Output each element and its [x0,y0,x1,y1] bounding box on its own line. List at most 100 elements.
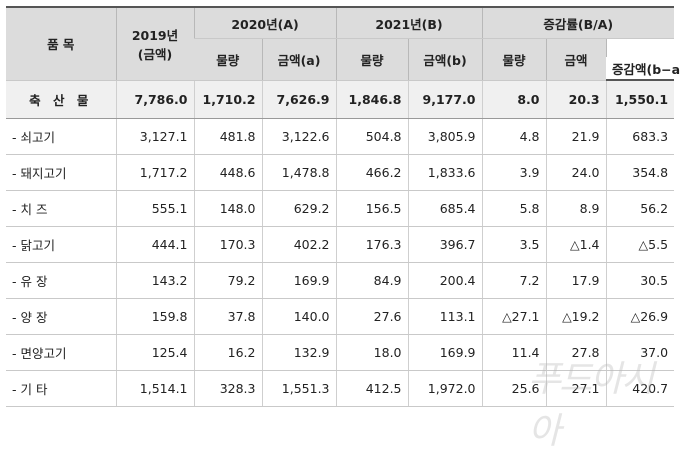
cell-rate-amt: 27.1 [545,370,607,407]
cell-2021-amt: 200.4 [407,262,483,299]
cell-rate-amt: 24.0 [545,154,607,191]
table-row: - 돼지고기 1,717.2 448.6 1,478.8 466.2 1,833… [6,154,675,191]
table-row: - 양 장 159.8 37.8 140.0 27.6 113.1 △27.1 … [6,298,675,335]
cell-rate-qty: 11.4 [481,334,547,371]
cell-rate-qty: 4.8 [481,118,547,155]
header-diff-spacer [605,38,675,57]
cell-rate-qty: △27.1 [481,298,547,335]
header-2021-qty: 물량 [335,38,409,81]
cell-2021-amt: 1,972.0 [407,370,483,407]
cell-2019: 1,514.1 [115,370,194,407]
table-row-total: 축 산 물 7,786.0 1,710.2 7,626.9 1,846.8 9,… [6,80,675,119]
cell-2019: 7,786.0 [115,80,194,119]
row-name: - 치 즈 [6,190,116,227]
table-row: - 닭고기 444.1 170.3 402.2 176.3 396.7 3.5 … [6,226,675,263]
cell-rate-amt: 27.8 [545,334,607,371]
header-2020-qty: 물량 [194,38,262,81]
cell-rate-qty: 3.5 [481,226,547,263]
cell-rate-qty: 7.2 [481,262,547,299]
cell-diff: △26.9 [605,298,675,335]
cell-2020-amt: 3,122.6 [261,118,337,155]
header-rate: 증감률(B/A) [481,6,675,39]
cell-2020-qty: 148.0 [193,190,262,227]
cell-2019: 444.1 [115,226,194,263]
cell-diff: 30.5 [605,262,675,299]
cell-2021-qty: 27.6 [335,298,409,335]
row-name: - 쇠고기 [6,118,116,155]
header-item: 품 목 [6,6,116,81]
header-2020: 2020년(A) [193,6,337,39]
cell-2019: 125.4 [115,334,194,371]
header-2019-unit: (금액) [137,46,173,62]
cell-2020-qty: 170.3 [193,226,262,263]
cell-2020-qty: 16.2 [193,334,262,371]
cell-2021-qty: 412.5 [335,370,409,407]
table-row: - 유 장 143.2 79.2 169.9 84.9 200.4 7.2 17… [6,262,675,299]
cell-rate-qty: 3.9 [481,154,547,191]
header-2020-amt: 금액(a) [261,38,337,81]
cell-2020-amt: 140.0 [261,298,337,335]
cell-2021-amt: 9,177.0 [407,80,483,119]
cell-rate-qty: 8.0 [481,80,547,119]
header-rate-qty: 물량 [481,38,547,81]
row-name: - 닭고기 [6,226,116,263]
cell-2021-qty: 18.0 [335,334,409,371]
cell-rate-amt: △19.2 [545,298,607,335]
cell-rate-amt: 21.9 [545,118,607,155]
cell-diff: 354.8 [605,154,675,191]
cell-2020-amt: 132.9 [261,334,337,371]
cell-2021-amt: 396.7 [407,226,483,263]
cell-2020-qty: 481.8 [193,118,262,155]
cell-2019: 555.1 [115,190,194,227]
cell-rate-amt: △1.4 [545,226,607,263]
cell-2021-amt: 113.1 [407,298,483,335]
cell-2021-qty: 466.2 [335,154,409,191]
cell-rate-qty: 5.8 [481,190,547,227]
row-name: - 유 장 [6,262,116,299]
cell-diff: △5.5 [605,226,675,263]
table-row: - 기 타 1,514.1 328.3 1,551.3 412.5 1,972.… [6,370,675,407]
header-rate-amt: 금액 [545,38,607,81]
cell-rate-amt: 17.9 [545,262,607,299]
row-name: - 기 타 [6,370,116,407]
cell-2020-qty: 79.2 [193,262,262,299]
cell-diff: 420.7 [605,370,675,407]
cell-diff: 683.3 [605,118,675,155]
cell-2020-qty: 1,710.2 [193,80,262,119]
row-name: - 돼지고기 [6,154,116,191]
cell-2020-qty: 328.3 [193,370,262,407]
cell-rate-amt: 20.3 [545,80,607,119]
row-name: - 양 장 [6,298,116,335]
cell-2021-amt: 1,833.6 [407,154,483,191]
cell-2021-amt: 169.9 [407,334,483,371]
cell-diff: 56.2 [605,190,675,227]
table-row: - 면양고기 125.4 16.2 132.9 18.0 169.9 11.4 … [6,334,675,371]
cell-2019: 1,717.2 [115,154,194,191]
cell-diff: 1,550.1 [605,80,675,119]
header-diff: 증감액(b−a) [606,57,680,81]
cell-rate-amt: 8.9 [545,190,607,227]
cell-2021-amt: 3,805.9 [407,118,483,155]
import-table: 품 목 2019년 (금액) 2020년(A) 2021년(B) 증감률(B/A… [6,6,680,407]
cell-2019: 143.2 [115,262,194,299]
cell-2021-qty: 156.5 [335,190,409,227]
cell-2019: 3,127.1 [115,118,194,155]
cell-2021-amt: 685.4 [407,190,483,227]
header-2021: 2021년(B) [335,6,483,39]
cell-2020-amt: 169.9 [261,262,337,299]
cell-2021-qty: 176.3 [335,226,409,263]
header-2019-year: 2019년 [131,27,179,43]
cell-2020-qty: 448.6 [193,154,262,191]
cell-2020-qty: 37.8 [193,298,262,335]
header-2019: 2019년 (금액) [115,6,194,81]
table-row: - 치 즈 555.1 148.0 629.2 156.5 685.4 5.8 … [6,190,675,227]
cell-2020-amt: 7,626.9 [261,80,337,119]
cell-2020-amt: 1,478.8 [261,154,337,191]
row-name: - 면양고기 [6,334,116,371]
row-name: 축 산 물 [6,80,116,119]
table-row: - 쇠고기 3,127.1 481.8 3,122.6 504.8 3,805.… [6,118,675,155]
cell-rate-qty: 25.6 [481,370,547,407]
cell-2020-amt: 1,551.3 [261,370,337,407]
cell-2021-qty: 504.8 [335,118,409,155]
cell-2019: 159.8 [115,298,194,335]
